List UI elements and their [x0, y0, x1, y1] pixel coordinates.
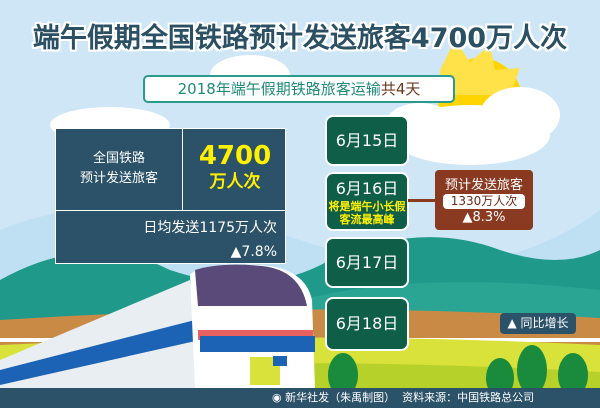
- xinhua-logo-icon: ◉: [272, 391, 286, 404]
- date-box-0617: 6月17日: [325, 237, 409, 288]
- date-label: 6月16日: [335, 179, 399, 198]
- trees: [328, 345, 588, 398]
- peak-note-line2: 客流最高峰: [339, 213, 395, 226]
- summary-value-box: 4700 万人次: [183, 129, 287, 211]
- peak-growth: ▲8.3%: [462, 210, 506, 225]
- date-label: 6月15日: [335, 131, 399, 150]
- subtitle-highlight: 共4天: [380, 80, 421, 98]
- legend-yoy-growth: ▲ 同比增长: [500, 313, 576, 334]
- date-box-0618: 6月18日: [325, 297, 409, 351]
- footer-bar: ◉ 新华社发（朱禹制图） 资料来源：中国铁路总公司: [0, 388, 600, 408]
- summary-label: 全国铁路 预计发送旅客: [56, 129, 183, 211]
- summary-unit: 万人次: [209, 172, 261, 192]
- summary-panel: 全国铁路 预计发送旅客 4700 万人次 日均发送1175万人次 ▲7.8%: [55, 128, 287, 264]
- summary-label-line1: 全国铁路: [92, 151, 145, 166]
- page-title: 端午假期全国铁路预计发送旅客4700万人次: [32, 23, 568, 54]
- footer-credit: 新华社发（朱禹制图）: [285, 391, 396, 404]
- peak-box: 预计发送旅客 1330万人次 ▲8.3%: [435, 170, 533, 230]
- date-box-0615: 6月15日: [325, 115, 409, 166]
- date-label: 6月17日: [335, 253, 399, 272]
- daily-growth: ▲7.8%: [230, 244, 277, 260]
- date-label: 6月18日: [335, 314, 399, 333]
- peak-note-line1: 将是端午小长假: [328, 200, 406, 213]
- peak-label: 预计发送旅客: [444, 178, 523, 193]
- date-box-0616: 6月16日 将是端午小长假 客流最高峰: [325, 172, 409, 231]
- daily-average: 日均发送1175万人次: [143, 220, 277, 236]
- peak-value: 1330万人次: [443, 194, 525, 209]
- subtitle-text: 2018年端午假期铁路旅客运输: [177, 80, 381, 98]
- subtitle-box: 2018年端午假期铁路旅客运输共4天: [143, 75, 455, 103]
- summary-label-line2: 预计发送旅客: [79, 171, 158, 186]
- summary-value: 4700: [198, 141, 272, 171]
- train-illustration: [0, 264, 315, 390]
- connector-line: [408, 199, 436, 202]
- summary-daily: 日均发送1175万人次 ▲7.8%: [56, 212, 285, 264]
- footer-source: 资料来源：中国铁路总公司: [402, 391, 535, 404]
